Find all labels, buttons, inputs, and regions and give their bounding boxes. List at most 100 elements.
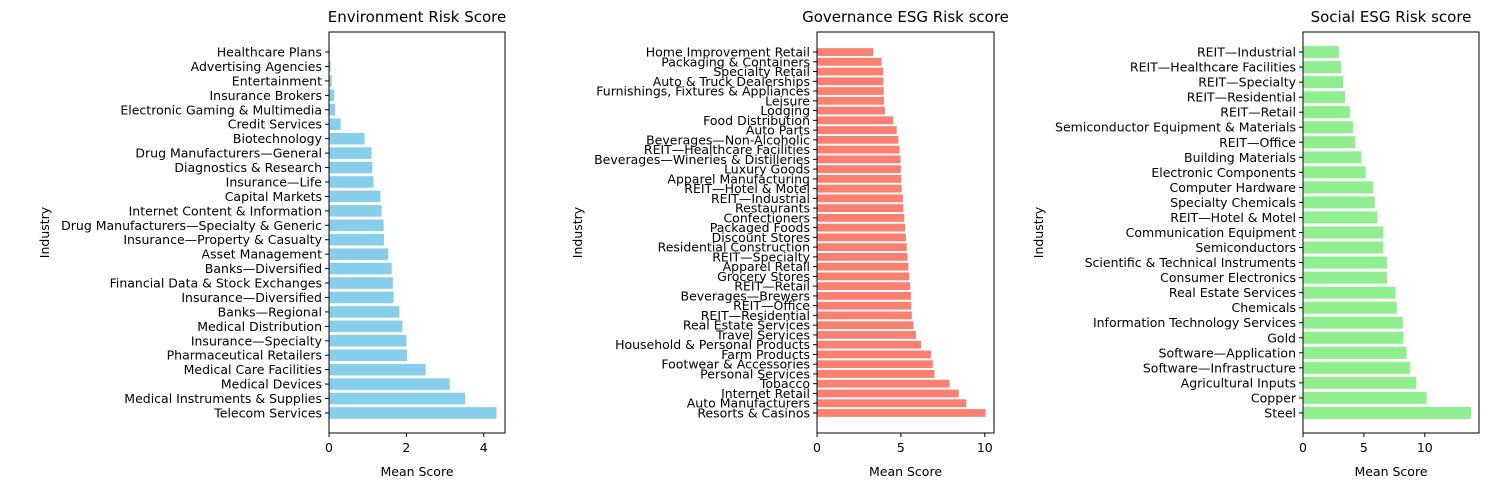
y-tick-label-food-distribution: Food Distribution (703, 113, 810, 128)
y-tick-label-advertising-agencies: Advertising Agencies (191, 59, 322, 74)
bar-insurance-specialty (329, 334, 407, 347)
y-tick-label-information-technology-services: Information Technology Services (1093, 315, 1296, 330)
bar-packaged-foods (817, 223, 906, 232)
bar-information-technology-services (1303, 316, 1403, 329)
bar-luxury-goods (817, 165, 901, 174)
bar-credit-services (329, 118, 341, 131)
y-tick-label-diagnostics-research: Diagnostics & Research (174, 160, 322, 175)
bar-reit-retail (1303, 106, 1350, 119)
y-tick-label-household-personal-products: Household & Personal Products (615, 337, 810, 352)
bar-reit-office (1303, 136, 1356, 149)
bar-food-distribution (817, 116, 894, 125)
y-tick-label-home-improvement-retail: Home Improvement Retail (646, 45, 810, 60)
y-tick-label-software-infrastructure: Software—Infrastructure (1143, 360, 1296, 375)
y-tick-label-reit-hotel-motel: REIT—Hotel & Motel (1170, 210, 1296, 225)
bar-beverages-wineries-distilleries (817, 155, 901, 164)
bar-financial-data-stock-exchanges (329, 277, 393, 289)
bar-lodging (817, 106, 885, 115)
y-axis-label: Industry (570, 206, 585, 258)
y-tick-label-electronic-components: Electronic Components (1151, 165, 1296, 180)
y-tick-label-insurance-diversified: Insurance—Diversified (181, 290, 322, 305)
y-tick-label-insurance-brokers: Insurance Brokers (209, 88, 322, 103)
y-tick-label-credit-services: Credit Services (228, 117, 322, 132)
y-tick-label-footwear-accessories: Footwear & Accessories (661, 357, 810, 372)
y-tick-label-semiconductor-equipment-materials: Semiconductor Equipment & Materials (1055, 120, 1296, 135)
bar-beverages-non-alcoholic (817, 135, 899, 144)
y-tick-label-lodging: Lodging (760, 103, 810, 118)
y-tick-label-personal-services: Personal Services (700, 366, 810, 381)
bar-advertising-agencies (329, 60, 331, 73)
y-tick-label-reit-healthcare-facilities: REIT—Healthcare Facilities (644, 142, 810, 157)
bar-reit-residential (817, 311, 912, 320)
bar-footwear-accessories (817, 360, 933, 369)
x-tick-label: 5 (1360, 440, 1368, 455)
y-tick-label-auto-parts: Auto Parts (746, 123, 810, 138)
y-tick-label-agricultural-inputs: Agricultural Inputs (1181, 375, 1296, 390)
y-tick-label-electronic-gaming-multimedia: Electronic Gaming & Multimedia (120, 102, 322, 117)
bar-restaurants (817, 204, 904, 213)
bar-specialty-retail (817, 67, 884, 76)
bar-reit-healthcare-facilities (817, 145, 900, 154)
bar-biotechnology (329, 132, 365, 145)
bar-grocery-stores (817, 272, 910, 281)
y-tick-label-insurance-specialty: Insurance—Specialty (191, 333, 323, 348)
axes-frame (816, 31, 995, 434)
bar-steel (1303, 406, 1472, 419)
x-tick-label: 4 (480, 440, 488, 455)
bar-pharmaceutical-retailers (329, 349, 408, 361)
bar-consumer-electronics (1303, 271, 1388, 284)
bar-entertainment (329, 75, 332, 87)
y-tick-label-medical-distribution: Medical Distribution (197, 319, 322, 334)
y-tick-label-communication-equipment: Communication Equipment (1126, 225, 1296, 240)
y-tick-label-reit-hotel-motel: REIT—Hotel & Motel (684, 181, 810, 196)
y-tick-label-software-application: Software—Application (1159, 345, 1296, 360)
y-tick-label-insurance-property-casualty: Insurance—Property & Casualty (123, 232, 322, 247)
y-tick-label-gold: Gold (1267, 330, 1296, 345)
y-tick-label-banks-regional: Banks—Regional (218, 304, 322, 319)
bar-insurance-brokers (329, 89, 335, 102)
y-axis-label: Industry (1031, 206, 1046, 258)
bar-reit-specialty (817, 252, 908, 261)
bar-communication-equipment (1303, 226, 1384, 239)
bar-asset-management (329, 248, 389, 260)
y-tick-label-reit-residential: REIT—Residential (701, 308, 810, 323)
bar-tobacco (817, 379, 950, 388)
y-tick-label-steel: Steel (1264, 405, 1296, 420)
y-tick-label-insurance-life: Insurance—Life (226, 174, 323, 189)
y-tick-label-drug-manufacturers-specialty-generic: Drug Manufacturers—Specialty & Generic (61, 218, 322, 233)
y-tick-label-drug-manufacturers-general: Drug Manufacturers—General (135, 146, 322, 161)
y-tick-label-packaging-containers: Packaging & Containers (661, 54, 810, 69)
bar-software-infrastructure (1303, 361, 1411, 374)
chart-title: Social ESG Risk score (1311, 8, 1472, 26)
bar-insurance-property-casualty (329, 233, 384, 246)
y-tick-label-travel-services: Travel Services (715, 327, 810, 342)
y-tick-label-healthcare-plans: Healthcare Plans (217, 45, 322, 60)
bar-medical-care-facilities (329, 363, 426, 376)
y-tick-label-restaurants: Restaurants (735, 201, 810, 216)
y-tick-label-real-estate-services: Real Estate Services (683, 318, 810, 333)
y-tick-label-packaged-foods: Packaged Foods (710, 220, 810, 235)
y-tick-label-specialty-retail: Specialty Retail (713, 64, 810, 79)
y-tick-label-building-materials: Building Materials (1184, 150, 1296, 165)
x-tick-label: 0 (325, 440, 333, 455)
chart-title: Environment Risk Score (328, 8, 506, 26)
y-tick-label-reit-retail: REIT—Retail (734, 279, 810, 294)
y-tick-label-apparel-retail: Apparel Retail (723, 259, 810, 274)
y-tick-label-beverages-brewers: Beverages—Brewers (681, 288, 811, 303)
bar-reit-healthcare-facilities (1303, 61, 1342, 74)
y-tick-label-reit-healthcare-facilities: REIT—Healthcare Facilities (1130, 60, 1296, 75)
bar-drug-manufacturers-specialty-generic (329, 219, 384, 232)
bar-semiconductors (1303, 241, 1384, 254)
y-tick-label-resorts-casinos: Resorts & Casinos (697, 405, 810, 420)
bar-medical-distribution (329, 320, 403, 333)
x-tick-label: 5 (897, 440, 905, 455)
y-tick-label-apparel-manufacturing: Apparel Manufacturing (667, 171, 810, 186)
bar-auto-truck-dealerships (817, 77, 884, 86)
y-tick-label-banks-diversified: Banks—Diversified (205, 261, 322, 276)
bar-internet-retail (817, 389, 959, 398)
bar-electronic-gaming-multimedia (329, 104, 336, 116)
bar-packaging-containers (817, 57, 882, 66)
y-tick-label-reit-office: REIT—Office (733, 298, 810, 313)
x-tick-label: 10 (1417, 440, 1433, 455)
